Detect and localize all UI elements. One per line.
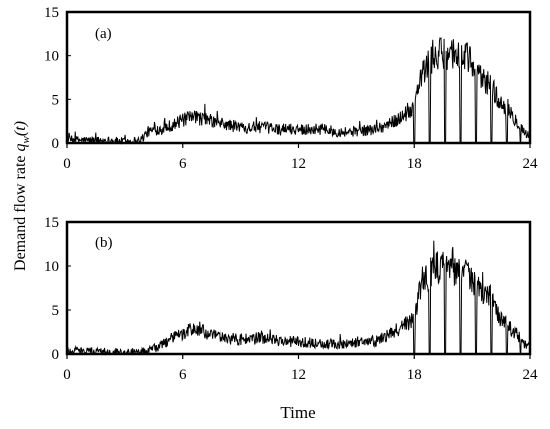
panel-a-y-tick-label: 15 [44, 5, 59, 21]
panel-a-x-tick-label: 6 [179, 156, 187, 172]
panel-a-x-tick-label: 24 [523, 156, 539, 172]
y-axis-label-variable: q [12, 143, 29, 151]
panel-b-x-tick-label: 6 [179, 367, 187, 383]
panel-b-y-tick-label: 0 [52, 347, 60, 363]
panel-b-x-ticks: 0 6 12 18 24 [63, 354, 538, 383]
panel-b-y-tick-label: 5 [52, 303, 60, 319]
panel-b-label: (b) [95, 235, 113, 251]
panel-b-series-line [66, 240, 531, 356]
panel-b-x-tick-label: 24 [523, 367, 539, 383]
panel-b-frame [65, 220, 532, 356]
panel-a-y-tick-label: 10 [44, 49, 59, 65]
panel-b: 0 5 10 15 0 6 12 18 24 (b) [44, 215, 538, 383]
y-axis-label-subscript: w [20, 135, 32, 143]
panel-a-x-tick-label: 12 [291, 156, 306, 172]
panel-b-y-tick-label: 10 [44, 259, 59, 275]
panel-a-y-ticks: 0 5 10 15 [44, 5, 71, 152]
panel-a-label: (a) [95, 26, 112, 42]
panel-a: 0 5 10 15 0 6 12 18 24 (a) [44, 5, 538, 172]
panel-b-x-tick-label: 0 [63, 367, 71, 383]
y-axis-label: Demand flow rate qw(t) [12, 121, 32, 271]
panel-b-x-tick-label: 18 [407, 367, 422, 383]
panel-a-x-tick-label: 0 [63, 156, 71, 172]
panel-b-y-tick-label: 15 [44, 215, 59, 231]
panel-a-y-tick-label: 5 [52, 92, 60, 108]
panel-a-frame [65, 10, 532, 145]
x-axis-label: Time [280, 403, 315, 422]
y-axis-label-argument: (t) [12, 121, 29, 136]
panel-b-x-tick-label: 12 [291, 367, 306, 383]
panel-a-series-line [66, 37, 531, 145]
y-axis-label-text: Demand flow rate [12, 151, 29, 271]
panel-a-x-ticks: 0 6 12 18 24 [63, 143, 538, 172]
panel-a-x-tick-label: 18 [407, 156, 422, 172]
panel-a-y-tick-label: 0 [52, 136, 60, 152]
